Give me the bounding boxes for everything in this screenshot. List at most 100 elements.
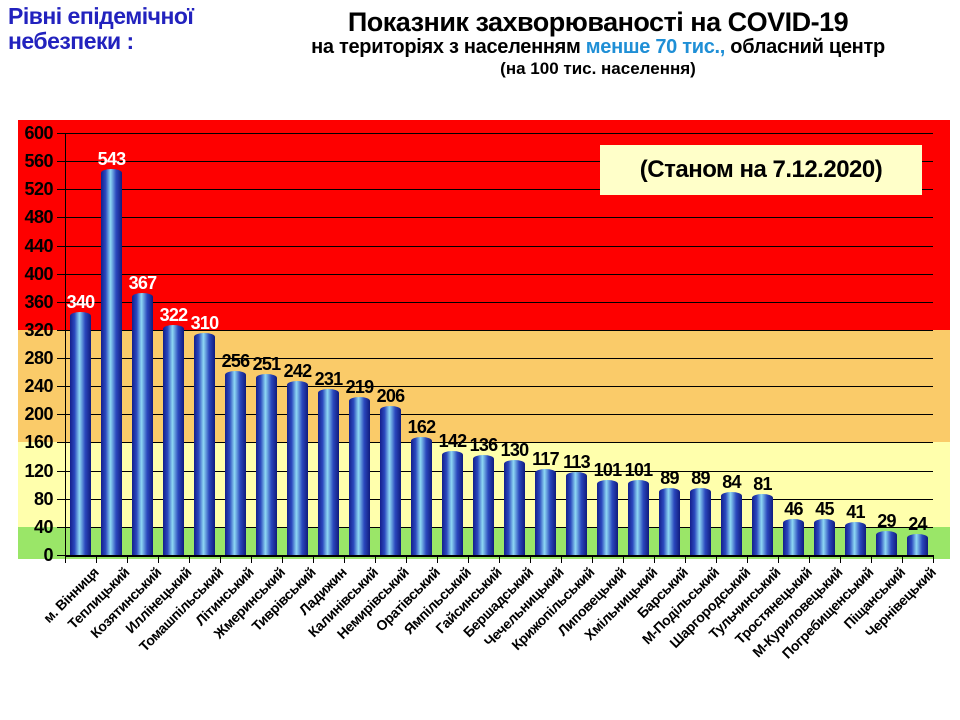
title-line2-highlight: менше 70 тис.,	[585, 36, 726, 59]
bar-value-label: 29	[877, 510, 896, 531]
bar-М-Подільський	[690, 492, 711, 555]
bar-Козятинський	[132, 296, 153, 555]
bar-value-label: 113	[563, 451, 590, 472]
y-axis-label-80: 80	[33, 488, 54, 509]
y-tick-560	[57, 161, 65, 163]
y-axis-label-280: 280	[24, 348, 53, 369]
y-axis-label-240: 240	[24, 376, 53, 397]
y-axis-label-440: 440	[24, 235, 53, 256]
bar-Ладижин	[318, 392, 339, 555]
title-line2-prefix: на територіях з населенням	[311, 36, 586, 59]
y-axis-label-0: 0	[43, 545, 53, 565]
bar-value-label: 46	[784, 498, 803, 519]
gridline-160	[65, 442, 933, 444]
bar-value-label: 231	[314, 368, 343, 389]
title-line2-suffix: обласний центр	[725, 36, 885, 59]
x-tick	[840, 555, 841, 563]
x-tick	[437, 555, 438, 563]
chart-title-line1: Показник захворюваності на COVID-19	[347, 7, 849, 37]
bar-value-label: 136	[469, 435, 498, 456]
x-tick	[530, 555, 531, 563]
bar-Немирівський	[380, 410, 401, 555]
bar-cap-Теплицький	[101, 169, 122, 178]
bar-value-label: 162	[407, 417, 436, 438]
bar-Липовецький	[597, 483, 618, 555]
risk-levels-caption-line1: Рівні епідемічної	[8, 3, 194, 29]
bar-Томашпільський	[194, 336, 215, 555]
bar-value-label: 367	[128, 272, 157, 293]
y-tick-320	[57, 329, 65, 331]
chart-title-line2: на територіях з населенням менше 70 тис.…	[248, 36, 948, 59]
bar-value-label: 142	[438, 431, 467, 452]
bar-Теплицький	[101, 173, 122, 555]
bar-cap-Ладижин	[318, 388, 339, 397]
y-tick-400	[57, 273, 65, 275]
chart-title-line3: (на 100 тис. населення)	[500, 59, 696, 79]
x-tick	[623, 555, 624, 563]
bar-cap-М-Куриловецький	[814, 519, 835, 528]
bar-cap-Чечельницький	[535, 468, 556, 477]
bar-cap-Бершадський	[504, 459, 525, 468]
bar-value-label: 322	[159, 304, 188, 325]
y-tick-0	[57, 555, 65, 556]
bar-Крижопільський	[566, 475, 587, 555]
x-tick	[158, 555, 159, 563]
bar-м. Вінниця	[70, 315, 91, 555]
bar-cap-Шаргородський	[721, 491, 742, 500]
gridline-360	[65, 301, 933, 303]
bar-value-label: 101	[593, 459, 622, 480]
y-axis-label-520: 520	[24, 179, 53, 200]
bar-value-label: 45	[815, 499, 834, 520]
bar-cap-Тиврівський	[287, 380, 308, 389]
bar-value-label: 219	[345, 376, 374, 397]
y-tick-360	[57, 301, 65, 303]
x-tick	[127, 555, 128, 563]
bar-М-Куриловецький	[814, 523, 835, 555]
y-axis-label-560: 560	[24, 151, 53, 172]
x-tick	[220, 555, 221, 563]
bar-cap-Крижопільський	[566, 471, 587, 480]
bar-cap-М-Подільський	[690, 488, 711, 497]
gridline-320	[65, 329, 933, 331]
y-axis-label-200: 200	[24, 404, 53, 425]
gridline-560	[65, 161, 933, 163]
bar-cap-Калинівський	[349, 396, 370, 405]
bar-cap-Тульчинський	[752, 494, 773, 503]
bar-cap-Барський	[659, 488, 680, 497]
gridline-120	[65, 470, 933, 472]
bar-Барський	[659, 492, 680, 555]
y-axis-label-360: 360	[24, 291, 53, 312]
gridline-400	[65, 273, 933, 275]
bar-Оратівський	[411, 441, 432, 555]
bar-value-label: 543	[97, 149, 126, 170]
bar-cap-Ямпільський	[442, 451, 463, 460]
x-tick	[375, 555, 376, 563]
gridline-480	[65, 217, 933, 219]
gridline-280	[65, 358, 933, 360]
x-tick	[96, 555, 97, 563]
y-tick-240	[57, 386, 65, 388]
x-tick	[716, 555, 717, 563]
y-axis-label-400: 400	[24, 263, 53, 284]
bar-value-label: 340	[66, 291, 95, 312]
bar-cap-Піщанський	[876, 530, 897, 539]
bar-value-label: 256	[221, 350, 250, 371]
bar-cap-Гайсинський	[473, 455, 494, 464]
bar-Бершадський	[504, 463, 525, 555]
bar-value-label: 101	[624, 459, 653, 480]
bar-Шаргородський	[721, 495, 742, 555]
y-axis-label-160: 160	[24, 432, 53, 453]
bar-cap-Хмільницький	[628, 479, 649, 488]
bar-Чечельницький	[535, 472, 556, 555]
bar-value-label: 251	[252, 354, 281, 375]
date-annotation: (Станом на 7.12.2020)	[600, 145, 922, 195]
x-tick	[933, 555, 934, 563]
x-tick	[189, 555, 190, 563]
bar-Тиврівський	[287, 384, 308, 555]
x-tick	[809, 555, 810, 563]
bar-cap-Оратівський	[411, 437, 432, 446]
bar-Чернівецький	[907, 538, 928, 555]
bar-value-label: 242	[283, 360, 312, 381]
x-tick	[251, 555, 252, 563]
